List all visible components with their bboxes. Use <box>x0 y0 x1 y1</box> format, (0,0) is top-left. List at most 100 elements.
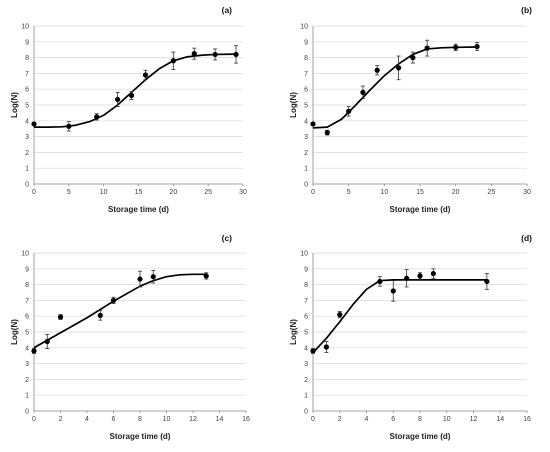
x-tick-label: 0 <box>32 189 36 196</box>
data-point <box>31 348 37 354</box>
y-axis-label: Log(N) <box>289 92 298 118</box>
y-tick-label: 5 <box>304 330 308 337</box>
data-point <box>323 344 329 350</box>
x-axis-label: Storage time (d) <box>390 432 451 441</box>
data-point <box>374 67 380 73</box>
x-tick-label: 25 <box>204 189 212 196</box>
fitted-curve <box>312 46 478 129</box>
data-point <box>377 278 383 285</box>
y-tick-label: 4 <box>25 118 29 125</box>
x-tick-label: 20 <box>452 189 460 196</box>
data-point <box>203 273 209 279</box>
panel-label: (b) <box>521 5 532 15</box>
fitted-curve <box>312 279 487 354</box>
x-tick-label: 2 <box>338 416 342 423</box>
data-point <box>310 121 316 127</box>
y-tick-label: 1 <box>304 166 308 173</box>
y-tick-label: 0 <box>25 409 29 416</box>
x-tick-label: 12 <box>189 416 197 423</box>
x-tick-label: 10 <box>100 189 108 196</box>
y-tick-label: 6 <box>304 87 308 94</box>
data-point <box>110 297 117 303</box>
y-tick-label: 10 <box>300 251 308 258</box>
data-point <box>128 92 135 99</box>
data-point <box>31 121 37 127</box>
data-point <box>191 51 197 57</box>
x-tick-label: 10 <box>443 416 451 423</box>
y-tick-label: 8 <box>304 55 308 62</box>
data-point <box>337 312 343 318</box>
panel-label: (a) <box>222 5 233 15</box>
y-tick-label: 4 <box>304 118 308 125</box>
data-point <box>233 51 239 58</box>
y-tick-label: 2 <box>304 150 308 157</box>
y-tick-label: 2 <box>25 150 29 157</box>
y-axis-label: Log(N) <box>10 319 19 345</box>
data-point <box>474 43 480 50</box>
x-tick-label: 20 <box>169 189 177 196</box>
y-tick-label: 3 <box>25 361 29 368</box>
x-tick-label: 16 <box>523 416 531 423</box>
x-axis-label: Storage time (d) <box>108 205 169 214</box>
fitted-curve <box>34 53 237 128</box>
y-tick-label: 8 <box>304 282 308 289</box>
x-tick-label: 14 <box>496 416 504 423</box>
x-tick-label: 15 <box>135 189 143 196</box>
x-tick-label: 30 <box>523 189 531 196</box>
data-point <box>453 44 459 50</box>
y-tick-label: 9 <box>304 266 308 273</box>
x-tick-label: 15 <box>416 189 424 196</box>
data-point <box>115 96 121 103</box>
x-tick-label: 2 <box>59 416 63 423</box>
data-point <box>360 89 366 95</box>
x-tick-label: 14 <box>216 416 224 423</box>
x-tick-label: 30 <box>239 189 247 196</box>
y-tick-label: 5 <box>25 330 29 337</box>
data-point <box>484 278 490 285</box>
y-tick-label: 1 <box>25 393 29 400</box>
y-tick-label: 7 <box>304 71 308 78</box>
y-tick-label: 0 <box>304 182 308 189</box>
x-tick-label: 0 <box>311 189 315 196</box>
x-tick-label: 6 <box>112 416 116 423</box>
y-tick-label: 6 <box>25 314 29 321</box>
x-tick-label: 4 <box>365 416 369 423</box>
x-tick-label: 8 <box>418 416 422 423</box>
panel-label: (d) <box>521 233 532 243</box>
data-point <box>346 108 352 114</box>
y-tick-label: 2 <box>304 377 308 384</box>
y-tick-label: 6 <box>25 87 29 94</box>
y-tick-label: 1 <box>25 166 29 173</box>
y-tick-label: 8 <box>25 282 29 289</box>
x-axis-label: Storage time (d) <box>390 205 451 214</box>
data-point <box>57 314 64 320</box>
x-tick-label: 0 <box>32 416 36 423</box>
data-point <box>66 123 72 129</box>
y-tick-label: 3 <box>25 134 29 141</box>
x-axis-label: Storage time (d) <box>110 432 171 441</box>
y-tick-label: 2 <box>25 377 29 384</box>
x-tick-label: 6 <box>391 416 395 423</box>
y-tick-label: 9 <box>25 39 29 46</box>
x-tick-label: 5 <box>67 189 71 196</box>
y-tick-label: 10 <box>300 24 308 31</box>
data-point <box>430 270 436 277</box>
y-tick-label: 10 <box>21 251 29 258</box>
y-tick-label: 3 <box>304 361 308 368</box>
y-tick-label: 4 <box>25 345 29 352</box>
fitted-curve <box>33 273 207 349</box>
y-tick-label: 6 <box>304 314 308 321</box>
x-tick-label: 16 <box>242 416 250 423</box>
x-tick-label: 4 <box>85 416 89 423</box>
data-point <box>404 275 410 281</box>
data-point <box>97 312 103 319</box>
y-tick-label: 0 <box>304 409 308 416</box>
panel-label: (c) <box>222 233 233 243</box>
x-tick-label: 25 <box>487 189 495 196</box>
y-tick-label: 10 <box>21 24 29 31</box>
data-point <box>417 273 423 279</box>
data-point <box>390 288 396 294</box>
data-point <box>396 65 402 71</box>
